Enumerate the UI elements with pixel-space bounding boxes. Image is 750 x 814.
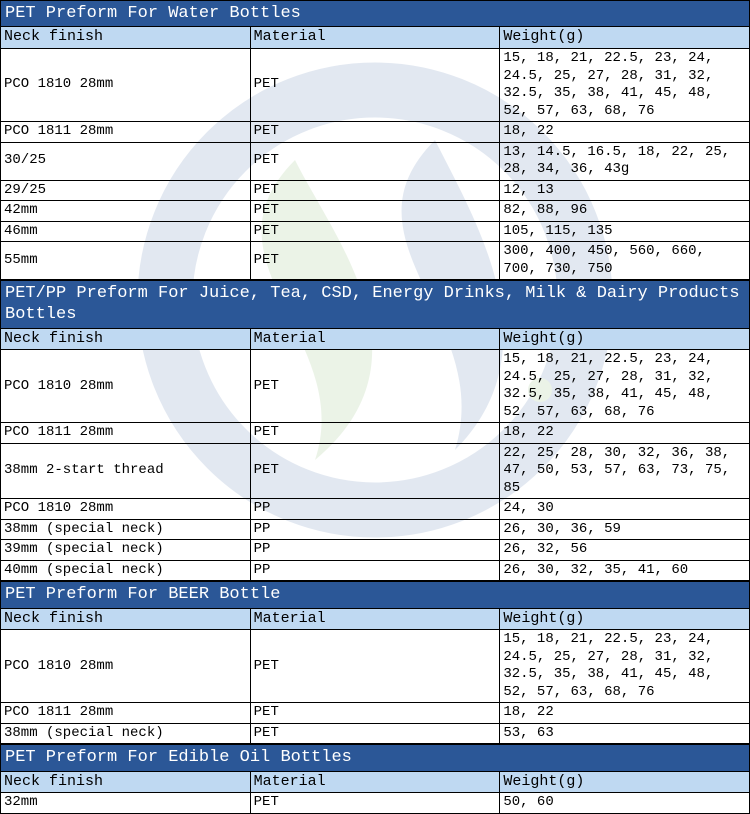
table-row: PCO 1810 28mmPET15, 18, 21, 22.5, 23, 24… [1,630,750,703]
cell-neck: PCO 1810 28mm [1,499,251,520]
cell-material: PET [250,423,500,444]
cell-material: PET [250,201,500,222]
cell-neck: 38mm (special neck) [1,519,251,540]
col-header-weight: Weight(g) [500,771,750,793]
cell-material: PET [250,723,500,744]
cell-material: PET [250,350,500,423]
cell-weight: 26, 30, 32, 35, 41, 60 [500,560,750,581]
cell-material: PET [250,142,500,180]
cell-weight: 105, 115, 135 [500,221,750,242]
table-row: 38mm 2-start threadPET22, 25, 28, 30, 32… [1,443,750,499]
table-row: 38mm (special neck)PP26, 30, 36, 59 [1,519,750,540]
cell-neck: PCO 1811 28mm [1,423,251,444]
col-header-material: Material [250,771,500,793]
section-table-3: PET Preform For Edible Oil Bottles Neck … [0,744,750,814]
cell-weight: 53, 63 [500,723,750,744]
cell-neck: 55mm [1,242,251,280]
cell-material: PP [250,519,500,540]
preform-tables: PET Preform For Water Bottles Neck finis… [0,0,750,814]
section-table-0: PET Preform For Water Bottles Neck finis… [0,0,750,280]
cell-material: PP [250,499,500,520]
cell-weight: 26, 30, 36, 59 [500,519,750,540]
cell-neck: 29/25 [1,180,251,201]
cell-neck: 40mm (special neck) [1,560,251,581]
cell-weight: 18, 22 [500,423,750,444]
cell-weight: 18, 22 [500,703,750,724]
cell-material: PET [250,180,500,201]
table-row: PCO 1811 28mmPET18, 22 [1,703,750,724]
cell-material: PET [250,793,500,814]
cell-weight: 15, 18, 21, 22.5, 23, 24, 24.5, 25, 27, … [500,49,750,122]
col-header-neck: Neck finish [1,328,251,350]
col-header-neck: Neck finish [1,27,251,49]
table-row: 39mm (special neck)PP26, 32, 56 [1,540,750,561]
cell-material: PP [250,560,500,581]
table-row: 55mmPET300, 400, 450, 560, 660, 700, 730… [1,242,750,280]
section-title: PET/PP Preform For Juice, Tea, CSD, Ener… [1,281,750,329]
col-header-material: Material [250,328,500,350]
cell-weight: 18, 22 [500,122,750,143]
cell-weight: 24, 30 [500,499,750,520]
cell-neck: 38mm (special neck) [1,723,251,744]
section-title: PET Preform For BEER Bottle [1,582,750,608]
cell-material: PET [250,242,500,280]
cell-weight: 82, 88, 96 [500,201,750,222]
cell-neck: PCO 1810 28mm [1,49,251,122]
cell-weight: 26, 32, 56 [500,540,750,561]
table-row: PCO 1810 28mmPET15, 18, 21, 22.5, 23, 24… [1,49,750,122]
cell-weight: 12, 13 [500,180,750,201]
table-row: 40mm (special neck)PP26, 30, 32, 35, 41,… [1,560,750,581]
table-row: 38mm (special neck)PET53, 63 [1,723,750,744]
cell-weight: 300, 400, 450, 560, 660, 700, 730, 750 [500,242,750,280]
col-header-weight: Weight(g) [500,328,750,350]
cell-neck: 42mm [1,201,251,222]
col-header-material: Material [250,27,500,49]
cell-weight: 15, 18, 21, 22.5, 23, 24, 24.5, 25, 27, … [500,350,750,423]
cell-weight: 13, 14.5, 16.5, 18, 22, 25, 28, 34, 36, … [500,142,750,180]
col-header-weight: Weight(g) [500,608,750,630]
table-row: 30/25PET13, 14.5, 16.5, 18, 22, 25, 28, … [1,142,750,180]
section-table-2: PET Preform For BEER Bottle Neck finish … [0,581,750,744]
cell-weight: 22, 25, 28, 30, 32, 36, 38, 47, 50, 53, … [500,443,750,499]
cell-neck: 32mm [1,793,251,814]
cell-material: PET [250,122,500,143]
table-row: PCO 1811 28mmPET18, 22 [1,423,750,444]
cell-material: PET [250,443,500,499]
cell-material: PET [250,221,500,242]
section-title: PET Preform For Water Bottles [1,1,750,27]
section-title: PET Preform For Edible Oil Bottles [1,745,750,771]
cell-neck: PCO 1811 28mm [1,122,251,143]
col-header-neck: Neck finish [1,771,251,793]
table-row: PCO 1810 28mmPET15, 18, 21, 22.5, 23, 24… [1,350,750,423]
cell-material: PP [250,540,500,561]
table-row: 32mmPET50, 60 [1,793,750,814]
table-row: 42mmPET82, 88, 96 [1,201,750,222]
table-row: 29/25PET12, 13 [1,180,750,201]
cell-neck: 30/25 [1,142,251,180]
table-row: PCO 1811 28mmPET18, 22 [1,122,750,143]
cell-neck: PCO 1810 28mm [1,350,251,423]
cell-neck: 46mm [1,221,251,242]
table-row: PCO 1810 28mmPP24, 30 [1,499,750,520]
table-row: 46mmPET105, 115, 135 [1,221,750,242]
col-header-neck: Neck finish [1,608,251,630]
cell-weight: 50, 60 [500,793,750,814]
cell-neck: 39mm (special neck) [1,540,251,561]
cell-material: PET [250,630,500,703]
cell-neck: 38mm 2-start thread [1,443,251,499]
cell-neck: PCO 1811 28mm [1,703,251,724]
cell-material: PET [250,49,500,122]
cell-weight: 15, 18, 21, 22.5, 23, 24, 24.5, 25, 27, … [500,630,750,703]
col-header-weight: Weight(g) [500,27,750,49]
section-table-1: PET/PP Preform For Juice, Tea, CSD, Ener… [0,280,750,581]
cell-neck: PCO 1810 28mm [1,630,251,703]
col-header-material: Material [250,608,500,630]
cell-material: PET [250,703,500,724]
